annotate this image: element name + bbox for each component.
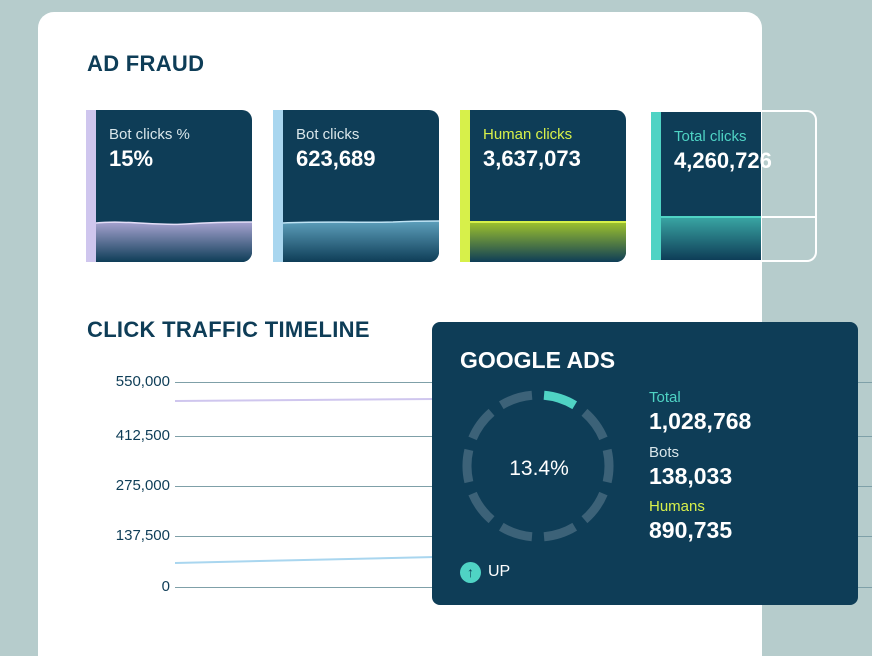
bot-clicks-percent-card[interactable]: Bot clicks % 15% (86, 110, 252, 262)
stat-bots-label: Bots (649, 444, 680, 461)
donut-segment (462, 448, 474, 484)
trend-label: UP (488, 563, 511, 580)
donut-segment (581, 408, 608, 441)
arrow-up-icon: ↑ (460, 562, 481, 583)
y-axis-tick-label: 137,500 (115, 527, 170, 544)
card-sparkline (283, 220, 439, 262)
y-axis-tick-label: 275,000 (115, 477, 170, 494)
series-line-bot-clicks (175, 556, 435, 564)
card-value: 4,260,726 (674, 148, 772, 173)
google-ads-title: GOOGLE ADS (460, 347, 616, 373)
donut-segment (468, 491, 495, 524)
card-value: 3,637,073 (483, 146, 581, 171)
stat-humans-value: 890,735 (649, 517, 733, 543)
card-sparkline (661, 216, 815, 260)
stat-total-label: Total (649, 389, 681, 406)
card-sparkline (96, 221, 252, 262)
human-clicks-card[interactable]: Human clicks 3,637,073 (460, 110, 626, 262)
donut-segment-active (543, 390, 578, 410)
click-traffic-timeline-title: CLICK TRAFFIC TIMELINE (87, 317, 370, 342)
card-value: 623,689 (296, 146, 376, 171)
card-label: Human clicks (483, 126, 573, 143)
y-axis-tick-label: 412,500 (115, 427, 170, 444)
donut-segment (602, 448, 614, 484)
card-value: 15% (109, 146, 154, 171)
stat-humans-label: Humans (649, 498, 705, 515)
card-label: Bot clicks % (109, 126, 190, 143)
bot-share-donut (462, 390, 614, 542)
bot-share-percent: 13.4% (509, 457, 569, 480)
donut-segment (581, 491, 608, 524)
timeline-series-lines (175, 398, 435, 564)
ad-fraud-title: AD FRAUD (87, 51, 205, 76)
donut-segment (468, 408, 495, 441)
card-accent-stripe (460, 110, 470, 262)
donut-segment (543, 522, 578, 542)
stat-bots-value: 138,033 (649, 463, 733, 489)
card-label: Bot clicks (296, 126, 360, 143)
y-axis-tick-label: 0 (161, 578, 170, 595)
card-label: Total clicks (674, 128, 747, 145)
google-ads-card[interactable]: GOOGLE ADS 13.4% Total 1,028,768 Bots 13… (432, 322, 858, 605)
bot-clicks-card[interactable]: Bot clicks 623,689 (273, 110, 439, 262)
stat-total-value: 1,028,768 (649, 408, 752, 434)
y-axis-tick-label: 550,000 (115, 373, 170, 390)
series-line-bot-percent (175, 398, 435, 402)
donut-segment (498, 522, 533, 542)
card-accent-stripe (651, 112, 661, 260)
donut-segment (498, 390, 533, 410)
total-clicks-card[interactable]: Total clicks 4,260,726 (651, 110, 817, 262)
card-accent-stripe (273, 110, 283, 262)
card-sparkline (470, 221, 626, 262)
card-accent-stripe (86, 110, 96, 262)
